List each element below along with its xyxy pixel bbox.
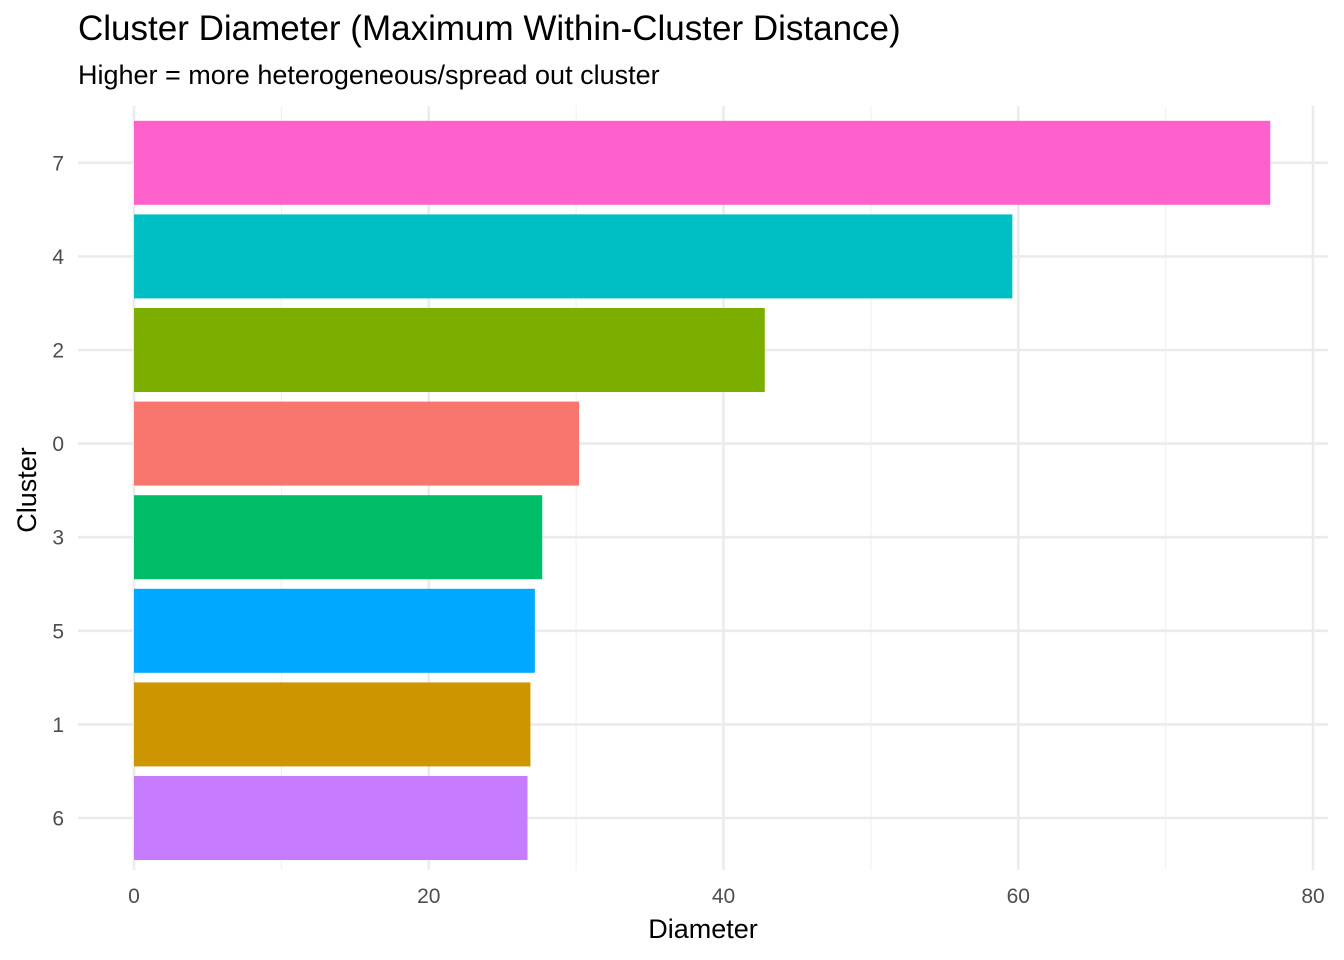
- x-tick-label: 80: [1301, 885, 1324, 908]
- x-axis-tick-labels: 0 20 40 60 80: [128, 885, 1325, 908]
- x-axis-title: Diameter: [648, 914, 758, 944]
- bar-cluster-6: [134, 776, 528, 860]
- bars: [134, 120, 1271, 860]
- y-tick-label: 0: [52, 433, 64, 456]
- y-axis-title: Cluster: [12, 447, 42, 533]
- bar-cluster-4: [134, 214, 1013, 299]
- bar-cluster-3: [134, 495, 543, 580]
- y-tick-label: 2: [52, 340, 64, 363]
- bar-cluster-7: [134, 120, 1271, 205]
- chart-subtitle: Higher = more heterogeneous/spread out c…: [78, 60, 660, 90]
- y-tick-label: 3: [52, 527, 64, 550]
- bar-cluster-2: [134, 308, 765, 392]
- y-tick-label: 7: [52, 152, 64, 175]
- bar-cluster-0: [134, 401, 580, 486]
- y-tick-label: 4: [52, 246, 64, 269]
- chart-title: Cluster Diameter (Maximum Within-Cluster…: [78, 9, 901, 48]
- x-tick-label: 0: [128, 885, 140, 908]
- x-tick-label: 40: [712, 885, 735, 908]
- y-tick-label: 5: [52, 620, 64, 643]
- bar-cluster-5: [134, 588, 535, 673]
- bar-cluster-1: [134, 682, 531, 767]
- y-tick-label: 6: [52, 808, 64, 831]
- x-tick-label: 60: [1007, 885, 1030, 908]
- x-tick-label: 20: [417, 885, 440, 908]
- y-tick-label: 1: [52, 714, 64, 737]
- y-axis-tick-labels: 7 4 2 0 3 5 1 6: [52, 152, 64, 830]
